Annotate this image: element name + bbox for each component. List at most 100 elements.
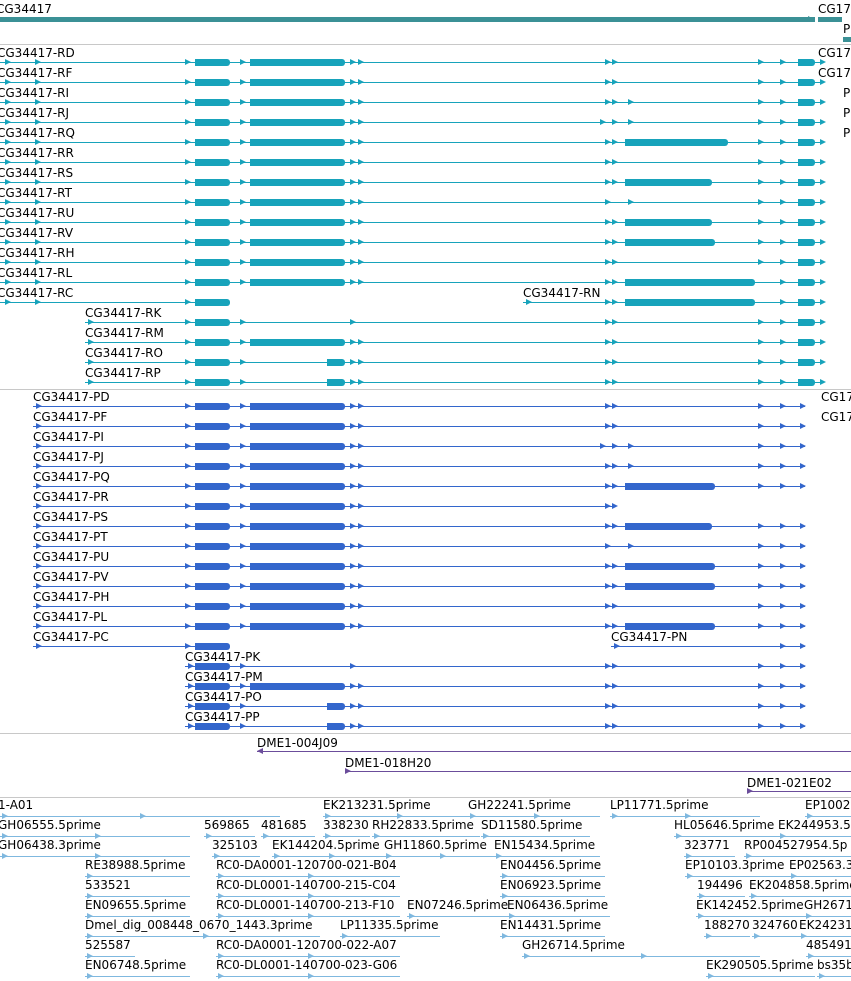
est-feature[interactable]: 338230 <box>0 797 851 981</box>
est-feature[interactable]: 485491 <box>0 797 851 981</box>
exon-block[interactable] <box>195 259 230 266</box>
exon-block[interactable] <box>798 299 815 306</box>
exon-block[interactable] <box>250 119 345 126</box>
exon-block[interactable] <box>250 523 345 530</box>
exon-block[interactable] <box>195 703 230 710</box>
protein-model[interactable]: CG34417-PH <box>0 389 851 733</box>
est-feature[interactable]: EK24231 <box>0 797 851 981</box>
exon-block[interactable] <box>798 139 815 146</box>
est-feature[interactable]: EN06436.5prime <box>0 797 851 981</box>
exon-block[interactable] <box>195 99 230 106</box>
est-feature[interactable]: EK204858.5prime <box>0 797 851 981</box>
exon-block[interactable] <box>250 199 345 206</box>
exon-block[interactable] <box>250 603 345 610</box>
est-feature[interactable]: 569865 <box>0 797 851 981</box>
transcript-model[interactable]: CG34417-RN <box>0 44 851 390</box>
est-feature[interactable]: EN07246.5prime <box>0 797 851 981</box>
protein-model[interactable]: CG34417-PC <box>0 389 851 733</box>
est-feature[interactable]: EK290505.5prime <box>0 797 851 981</box>
exon-block[interactable] <box>250 683 345 690</box>
gene-bar[interactable] <box>843 37 851 42</box>
exon-block[interactable] <box>250 139 345 146</box>
transcript-model[interactable]: CG34417-RD <box>0 44 851 390</box>
exon-block[interactable] <box>250 159 345 166</box>
est-feature[interactable]: EN06748.5prime <box>0 797 851 981</box>
est-feature[interactable]: 481685 <box>0 797 851 981</box>
est-feature[interactable]: GH2671 <box>0 797 851 981</box>
transcript-model[interactable]: CG34417-RK <box>0 44 851 390</box>
exon-block[interactable] <box>195 179 230 186</box>
protein-model[interactable]: CG34417-PO <box>0 389 851 733</box>
protein-model[interactable]: CG34417-PN <box>0 389 851 733</box>
est-feature[interactable]: 525587 <box>0 797 851 981</box>
protein-model[interactable]: CG34417-PK <box>0 389 851 733</box>
gene-feature[interactable]: CG17 <box>0 0 851 44</box>
est-feature[interactable]: EN15434.5prime <box>0 797 851 981</box>
exon-block[interactable] <box>195 523 230 530</box>
exon-block[interactable] <box>195 339 230 346</box>
exon-block[interactable] <box>195 199 230 206</box>
exon-block[interactable] <box>195 403 230 410</box>
exon-block[interactable] <box>195 463 230 470</box>
exon-block[interactable] <box>195 159 230 166</box>
exon-block[interactable] <box>195 59 230 66</box>
exon-block[interactable] <box>798 179 815 186</box>
exon-block[interactable] <box>250 543 345 550</box>
exon-block[interactable] <box>195 723 230 730</box>
exon-block[interactable] <box>250 583 345 590</box>
exon-block[interactable] <box>250 423 345 430</box>
est-feature[interactable]: bs35b <box>0 797 851 981</box>
est-feature[interactable]: RP004527954.5p <box>0 797 851 981</box>
est-feature[interactable]: LP11335.5prime <box>0 797 851 981</box>
est-feature[interactable]: RH22833.5prime <box>0 797 851 981</box>
protein-model[interactable]: CG34417-PI <box>0 389 851 733</box>
exon-block[interactable] <box>195 543 230 550</box>
exon-block[interactable] <box>250 279 345 286</box>
exon-block[interactable] <box>250 239 345 246</box>
exon-block[interactable] <box>798 59 815 66</box>
exon-block[interactable] <box>625 523 712 530</box>
exon-block[interactable] <box>195 663 230 670</box>
est-feature[interactable]: GH06555.5prime <box>0 797 851 981</box>
exon-block[interactable] <box>798 379 815 386</box>
exon-block[interactable] <box>250 59 345 66</box>
est-feature[interactable]: EN04456.5prime <box>0 797 851 981</box>
exon-block[interactable] <box>195 503 230 510</box>
est-feature[interactable]: 194496 <box>0 797 851 981</box>
exon-block[interactable] <box>250 79 345 86</box>
exon-block[interactable] <box>195 423 230 430</box>
exon-block[interactable] <box>798 359 815 366</box>
transcript-model[interactable]: CG34417-RS <box>0 44 851 390</box>
exon-block[interactable] <box>625 483 715 490</box>
est-feature[interactable]: GH11860.5prime <box>0 797 851 981</box>
protein-model[interactable]: CG34417-PR <box>0 389 851 733</box>
exon-block[interactable] <box>195 239 230 246</box>
est-feature[interactable]: 323771 <box>0 797 851 981</box>
transcript-model[interactable]: CG34417-RL <box>0 44 851 390</box>
exon-block[interactable] <box>625 583 715 590</box>
est-feature[interactable]: EP1002 <box>0 797 851 981</box>
exon-block[interactable] <box>195 219 230 226</box>
transcript-model[interactable]: CG34417-RC <box>0 44 851 390</box>
est-feature[interactable]: RC0-DL0001-140700-215-C04 <box>0 797 851 981</box>
est-feature[interactable]: EN09655.5prime <box>0 797 851 981</box>
est-feature[interactable]: EP02563.3 <box>0 797 851 981</box>
clone-feature[interactable]: DME1-018H20 <box>0 733 851 797</box>
est-feature[interactable]: 1-A01 <box>0 797 851 981</box>
exon-block[interactable] <box>798 199 815 206</box>
est-feature[interactable]: SD11580.5prime <box>0 797 851 981</box>
transcript-model[interactable]: CG34417-RR <box>0 44 851 390</box>
exon-block[interactable] <box>195 563 230 570</box>
transcript-model[interactable]: CG34417-RU <box>0 44 851 390</box>
transcript-model[interactable]: CG34417-RV <box>0 44 851 390</box>
transcript-model[interactable]: CG34417-RQ <box>0 44 851 390</box>
transcript-model[interactable]: CG34417-RP <box>0 44 851 390</box>
est-feature[interactable]: EN14431.5prime <box>0 797 851 981</box>
protein-model[interactable]: CG34417-PP <box>0 389 851 733</box>
est-feature[interactable]: 325103 <box>0 797 851 981</box>
exon-block[interactable] <box>798 79 815 86</box>
exon-block[interactable] <box>195 443 230 450</box>
exon-block[interactable] <box>250 403 345 410</box>
exon-block[interactable] <box>625 279 755 286</box>
exon-block[interactable] <box>195 483 230 490</box>
